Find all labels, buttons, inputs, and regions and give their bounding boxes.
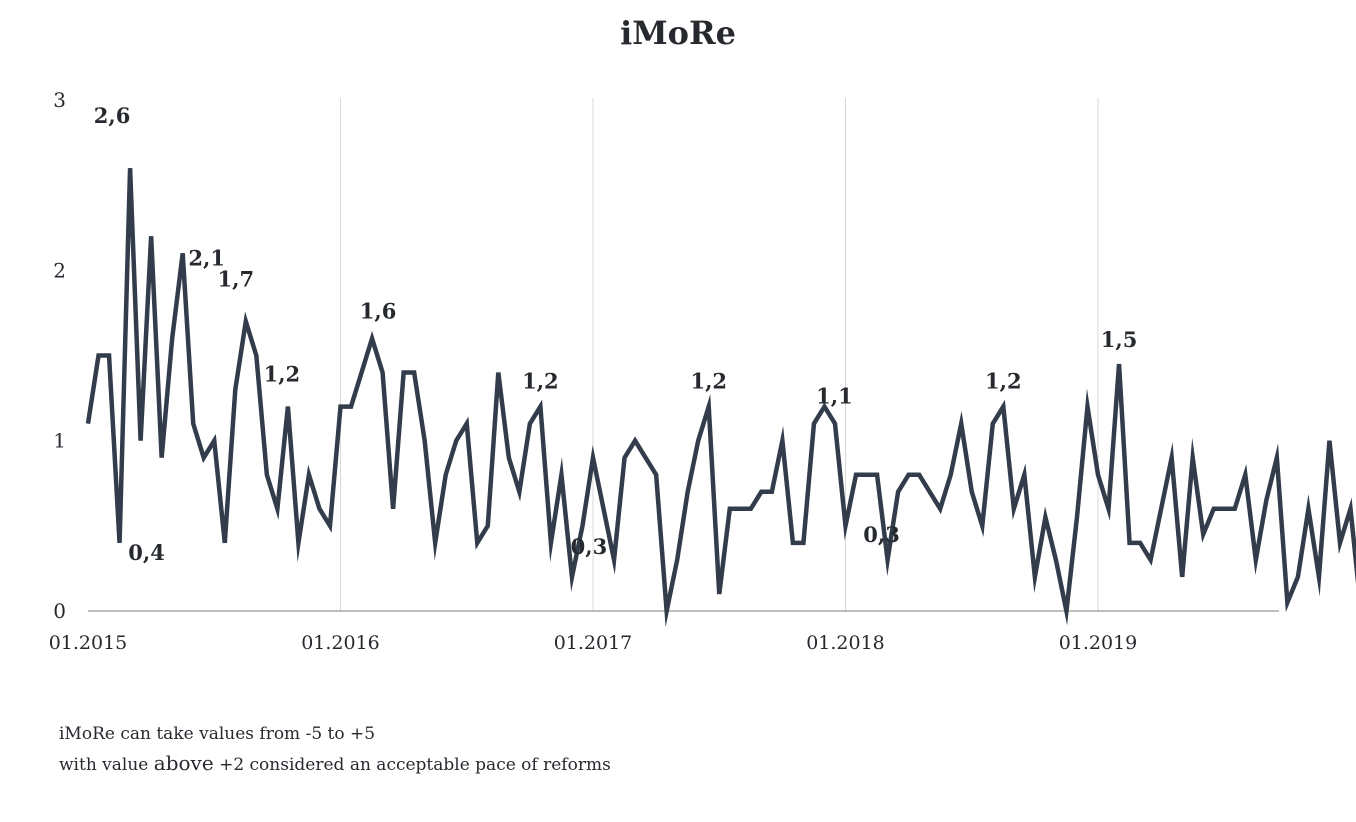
series-line [85, 168, 1356, 628]
footnote-line-2-start: with value [59, 755, 154, 775]
x-tick-label: 01.2017 [554, 632, 633, 654]
data-label: 0,4 [128, 540, 165, 565]
footnote-line-2-emphasis: above [153, 751, 214, 775]
footnote-line-2-end: +2 considered an acceptable pace of refo… [213, 755, 611, 775]
data-label: 1,2 [522, 369, 559, 394]
x-tick-label: 01.2019 [1059, 632, 1138, 654]
y-tick-label: 3 [53, 88, 66, 112]
data-label: 2,1 [188, 245, 225, 270]
data-label: 1,6 [360, 298, 397, 323]
data-label: 1,2 [264, 362, 301, 387]
data-label: 2,6 [94, 103, 131, 128]
x-tick-label: 01.2015 [49, 632, 128, 654]
data-labels: 2,6 2,11,7 1,2 0,4 1,6 1,2 0,3 1,2 1,1 0,3 1,2 1,5 [94, 103, 1138, 565]
y-tick-label: 0 [53, 599, 66, 623]
axes: 01.2015 01.2016 01.2017 01.2018 01.2019 0 1 2 3 [49, 88, 1279, 654]
x-tick-label: 01.2018 [806, 632, 885, 654]
x-tick-label: 01.2016 [301, 632, 380, 654]
y-tick-label: 1 [53, 429, 66, 453]
data-label: 1,1 [816, 384, 853, 409]
data-label: 1,2 [985, 369, 1022, 394]
data-label: 1,7 [218, 266, 255, 291]
data-label: 0,3 [571, 534, 608, 559]
y-tick-label: 2 [53, 258, 66, 282]
footnote: iMoRe can take values from -5 to +5 with… [59, 720, 611, 780]
data-label: 0,3 [863, 522, 900, 547]
footnote-line-2: with value above +2 considered an accept… [59, 749, 611, 780]
grid-lines [340, 98, 1099, 611]
footnote-line-1: iMoRe can take values from -5 to +5 [59, 724, 376, 744]
chart-title: iMoRe [620, 14, 736, 52]
data-label: 1,5 [1101, 327, 1138, 352]
series-line-layer [85, 168, 1356, 628]
data-label: 1,2 [690, 369, 727, 394]
